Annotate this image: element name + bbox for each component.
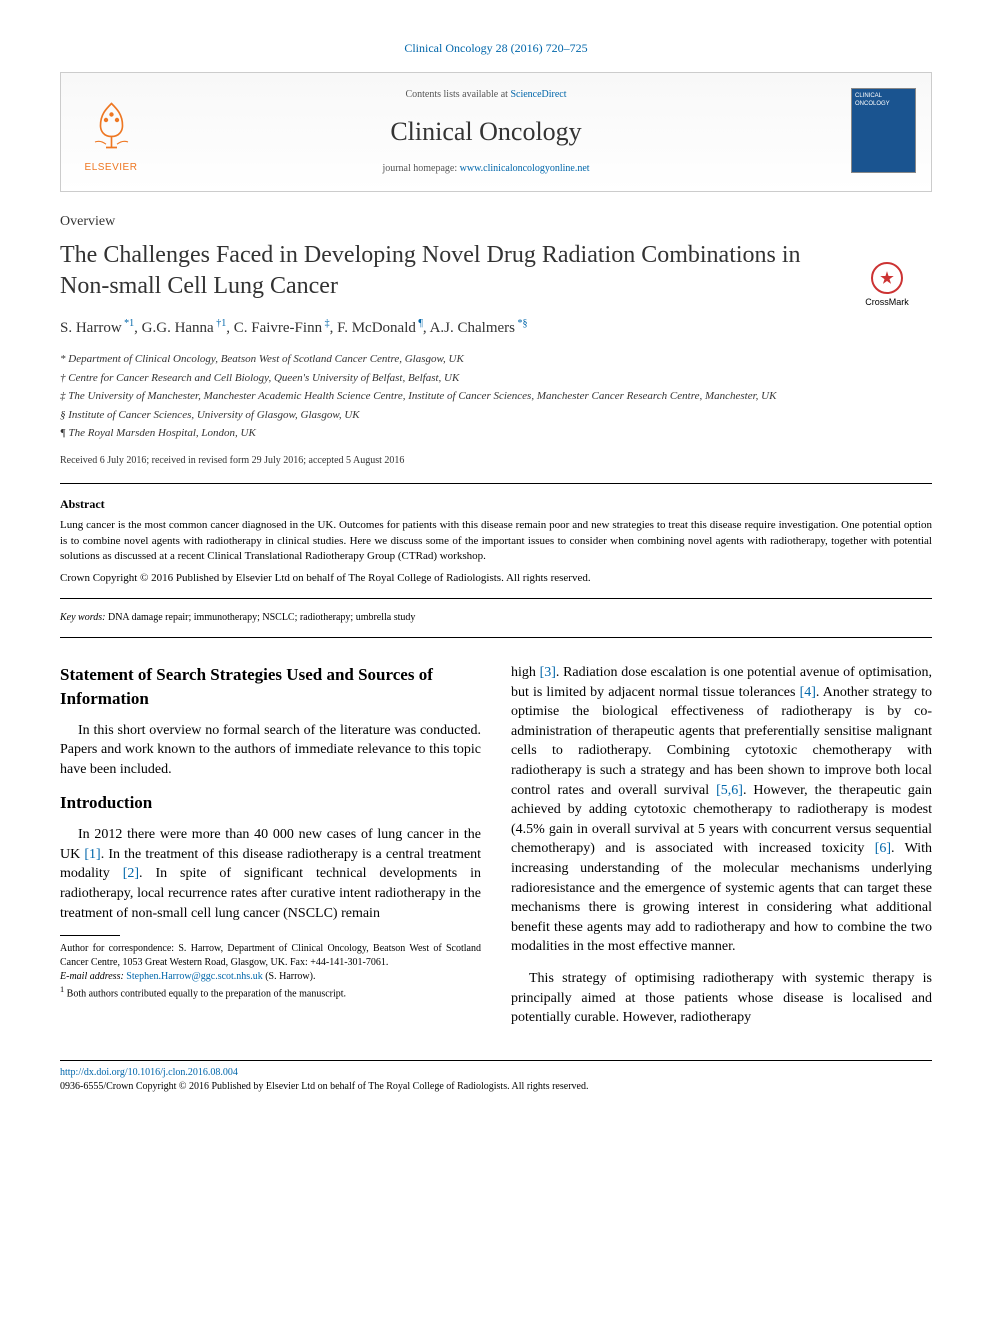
crossmark-badge[interactable]: CrossMark	[842, 262, 932, 309]
author-affil-marker: ‡	[322, 318, 330, 329]
note-text: Both authors contributed equally to the …	[67, 988, 346, 999]
section-heading: Statement of Search Strategies Used and …	[60, 663, 481, 711]
abstract-copyright: Crown Copyright © 2016 Published by Else…	[60, 571, 932, 586]
footnote-separator	[60, 935, 120, 936]
keywords-list: DNA damage repair; immunotherapy; NSCLC;…	[108, 612, 415, 623]
journal-header: ELSEVIER CLINICAL ONCOLOGY Contents list…	[60, 72, 932, 192]
journal-name: Clinical Oncology	[161, 114, 811, 150]
journal-homepage: journal homepage: www.clinicaloncologyon…	[161, 162, 811, 176]
body-paragraph: This strategy of optimising radiotherapy…	[511, 969, 932, 1028]
article-title: The Challenges Faced in Developing Novel…	[60, 240, 932, 302]
affiliation-item: ‡ The University of Manchester, Manchest…	[60, 388, 932, 405]
contents-available: Contents lists available at ScienceDirec…	[161, 88, 811, 102]
homepage-link[interactable]: www.clinicaloncologyonline.net	[460, 163, 590, 174]
journal-cover-label: CLINICAL ONCOLOGY	[852, 89, 915, 112]
crossmark-label: CrossMark	[865, 297, 909, 307]
citation-link[interactable]: [1]	[84, 847, 100, 862]
body-text: . Another strategy to optimise the biolo…	[511, 685, 932, 798]
section-heading: Introduction	[60, 791, 481, 815]
body-paragraph: In this short overview no formal search …	[60, 721, 481, 780]
citation-link[interactable]: [4]	[800, 685, 816, 700]
author-affil-marker: *§	[515, 318, 528, 329]
email-footnote: E-mail address: Stephen.Harrow@ggc.scot.…	[60, 970, 481, 984]
author-affil-marker: †1	[214, 318, 227, 329]
body-text: high	[511, 665, 540, 680]
author-email-link[interactable]: Stephen.Harrow@ggc.scot.nhs.uk	[126, 971, 262, 982]
body-paragraph: In 2012 there were more than 40 000 new …	[60, 825, 481, 923]
elsevier-tree-icon	[84, 98, 139, 153]
affiliation-item: § Institute of Cancer Sciences, Universi…	[60, 407, 932, 424]
footer: http://dx.doi.org/10.1016/j.clon.2016.08…	[60, 1066, 932, 1094]
authors-list: S. Harrow *1, G.G. Hanna †1, C. Faivre-F…	[60, 317, 932, 339]
citation-link[interactable]: [5,6]	[716, 783, 743, 798]
affiliation-item: * Department of Clinical Oncology, Beats…	[60, 351, 932, 368]
citation-link[interactable]: [2]	[123, 866, 139, 881]
keywords: Key words: DNA damage repair; immunother…	[60, 611, 932, 625]
abstract-heading: Abstract	[60, 496, 932, 513]
article-dates: Received 6 July 2016; received in revise…	[60, 454, 932, 468]
separator	[60, 483, 932, 484]
separator	[60, 598, 932, 599]
citation-link[interactable]: [3]	[540, 665, 556, 680]
separator	[60, 637, 932, 638]
corresponding-author: Author for correspondence: S. Harrow, De…	[60, 942, 481, 970]
keywords-label: Key words:	[60, 612, 105, 623]
issn-copyright: 0936-6555/Crown Copyright © 2016 Publish…	[60, 1081, 588, 1092]
elsevier-logo[interactable]: ELSEVIER	[76, 98, 146, 175]
email-suffix: (S. Harrow).	[265, 971, 315, 982]
crossmark-icon	[871, 262, 903, 294]
author-affil-marker: *1	[122, 318, 135, 329]
author-affil-marker: ¶	[416, 318, 423, 329]
article-body: Statement of Search Strategies Used and …	[60, 663, 932, 1040]
journal-cover-thumbnail[interactable]: CLINICAL ONCOLOGY	[851, 88, 916, 173]
doi-link[interactable]: http://dx.doi.org/10.1016/j.clon.2016.08…	[60, 1067, 238, 1078]
footer-separator	[60, 1060, 932, 1061]
affiliations: * Department of Clinical Oncology, Beats…	[60, 351, 932, 442]
footnotes: Author for correspondence: S. Harrow, De…	[60, 942, 481, 1001]
sciencedirect-link[interactable]: ScienceDirect	[510, 89, 566, 100]
citation-link[interactable]: [6]	[875, 841, 891, 856]
abstract-text: Lung cancer is the most common cancer di…	[60, 518, 932, 564]
affiliation-item: ¶ The Royal Marsden Hospital, London, UK	[60, 425, 932, 442]
contents-prefix: Contents lists available at	[405, 89, 510, 100]
elsevier-label: ELSEVIER	[76, 161, 146, 175]
affiliation-item: † Centre for Cancer Research and Cell Bi…	[60, 370, 932, 387]
email-label: E-mail address:	[60, 971, 124, 982]
article-type: Overview	[60, 212, 932, 232]
author-note: 1 Both authors contributed equally to th…	[60, 984, 481, 1001]
body-paragraph: high [3]. Radiation dose escalation is o…	[511, 663, 932, 957]
homepage-prefix: journal homepage:	[382, 163, 459, 174]
journal-reference: Clinical Oncology 28 (2016) 720–725	[60, 40, 932, 57]
body-text: . With increasing understanding of the m…	[511, 841, 932, 954]
